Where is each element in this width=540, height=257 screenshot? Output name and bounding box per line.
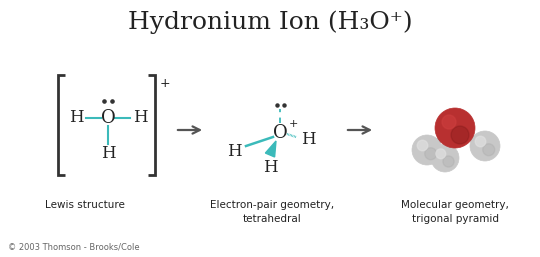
Text: H: H [100,144,116,161]
Text: Electron-pair geometry,
tetrahedral: Electron-pair geometry, tetrahedral [210,200,334,224]
Text: +: + [160,77,171,90]
Circle shape [483,144,495,156]
Circle shape [431,144,459,172]
Circle shape [425,148,437,160]
Text: +: + [289,119,299,129]
Circle shape [412,135,442,165]
Text: © 2003 Thomson - Brooks/Cole: © 2003 Thomson - Brooks/Cole [8,243,140,252]
Text: Hydronium Ion (H₃O⁺): Hydronium Ion (H₃O⁺) [127,10,413,34]
Circle shape [451,126,469,144]
Text: Lewis structure: Lewis structure [45,200,125,210]
Text: Molecular geometry,
trigonal pyramid: Molecular geometry, trigonal pyramid [401,200,509,224]
Text: H: H [69,109,83,126]
Circle shape [436,149,446,159]
Text: H: H [301,131,315,148]
Circle shape [442,115,456,129]
Text: O: O [273,124,287,142]
Circle shape [417,140,428,151]
Polygon shape [265,141,276,157]
Circle shape [475,136,486,147]
Text: H: H [133,109,147,126]
Circle shape [443,156,454,167]
Text: H: H [227,143,241,161]
Text: O: O [100,109,116,127]
Circle shape [435,108,475,148]
Text: H: H [262,160,278,177]
Circle shape [470,131,500,161]
